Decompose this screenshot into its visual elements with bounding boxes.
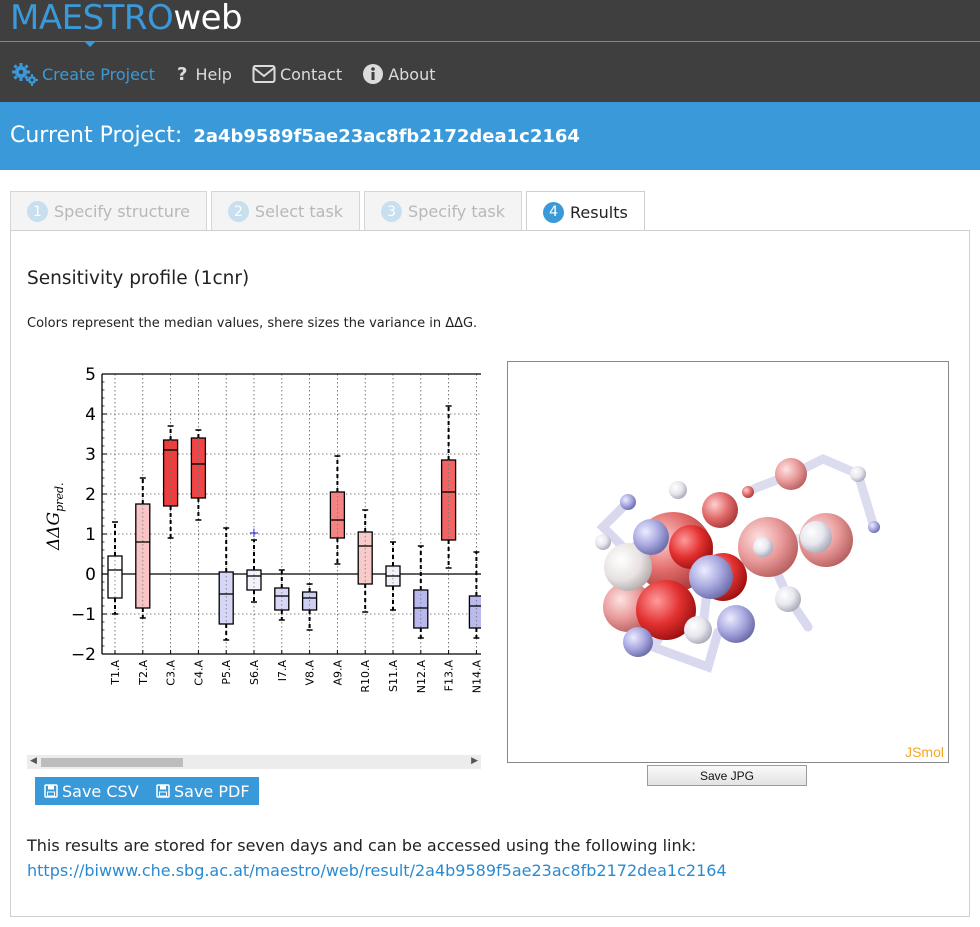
molecule-render (595, 454, 880, 673)
jsmol-label: JSmol (905, 744, 944, 760)
x-tick-label: C4.A (192, 660, 205, 686)
nav-label-help: Help (195, 64, 232, 84)
project-title-label: Current Project: (10, 123, 183, 148)
tab-label: Specify task (408, 202, 506, 221)
x-tick-label: T1.A (109, 660, 122, 686)
brand-caret (84, 41, 96, 47)
save-csv-label: Save CSV (62, 781, 139, 801)
nav-about[interactable]: About (362, 57, 436, 91)
tab-specify-structure[interactable]: 1 Specify structure (10, 191, 207, 231)
save-csv-button[interactable]: Save CSV (35, 777, 148, 805)
save-jpg-button[interactable]: Save JPG (647, 765, 807, 786)
info-icon (362, 63, 384, 85)
brand-logo[interactable]: MAESTROweb (10, 0, 243, 38)
tab-number: 4 (543, 201, 565, 223)
brand-divider (0, 41, 980, 42)
x-tick-label: I7.A (276, 660, 289, 682)
nav-label-about: About (388, 64, 436, 84)
x-tick-label: T2.A (137, 660, 150, 686)
project-title: Current Project: 2a4b9589f5ae23ac8fb2172… (10, 123, 580, 148)
tab-number: 2 (227, 201, 249, 222)
main-nav: Create Project ? Help Contact About (0, 56, 444, 92)
scroll-left-icon[interactable]: ◀ (30, 756, 37, 766)
project-bar: Current Project: 2a4b9589f5ae23ac8fb2172… (0, 102, 980, 170)
y-tick-label: −2 (71, 645, 96, 665)
x-tick-label: V8.A (304, 660, 317, 686)
tab-results[interactable]: 4 Results (526, 191, 645, 232)
brand-part2: web (173, 0, 243, 38)
nav-label-create-project: Create Project (42, 64, 155, 84)
result-link[interactable]: https://biwww.che.sbg.ac.at/maestro/web/… (27, 861, 727, 880)
tab-number: 3 (381, 201, 403, 222)
scroll-right-icon[interactable]: ▶ (471, 756, 478, 766)
plot-horizontal-scrollbar[interactable]: ◀ ▶ (27, 755, 481, 769)
y-tick-label: −1 (71, 605, 96, 625)
floppy-disk-icon (156, 784, 170, 798)
wizard-tabs: 1 Specify structure 2 Select task 3 Spec… (10, 191, 649, 232)
y-tick-label: 4 (85, 405, 96, 425)
x-tick-label: R10.A (359, 660, 372, 693)
box-rect (329, 491, 346, 539)
save-pdf-button[interactable]: Save PDF (147, 777, 259, 805)
nav-contact[interactable]: Contact (252, 57, 342, 91)
box-rect (274, 587, 290, 611)
tab-number: 1 (27, 201, 48, 222)
save-pdf-label: Save PDF (174, 781, 250, 801)
y-tick-label: 0 (85, 565, 96, 585)
x-tick-label: P5.A (220, 660, 233, 685)
gears-icon (12, 62, 38, 86)
sensitivity-plot[interactable]: −2 −1 0 1 2 3 4 5 ΔΔGpred. T1.A T2.A C3.A C4.A P5.A + S… (27, 360, 481, 754)
y-tick-label: 3 (85, 445, 96, 465)
results-title: Sensitivity profile (1cnr) (27, 268, 250, 289)
x-tick-label: S11.A (387, 660, 400, 692)
results-description: Colors represent the median values, sher… (27, 316, 478, 331)
storage-note: This results are stored for seven days a… (27, 836, 697, 855)
tab-specify-task[interactable]: 3 Specify task (364, 191, 523, 231)
x-tick-label: N12.A (415, 660, 428, 694)
tab-label: Select task (254, 202, 344, 221)
y-axis-label: ΔΔGpred. (44, 483, 66, 552)
x-tick-label: N14.A (470, 660, 481, 694)
floppy-disk-icon (44, 784, 58, 798)
tab-label: Results (570, 202, 628, 222)
question-icon: ? (177, 63, 188, 85)
scroll-thumb[interactable] (41, 758, 183, 767)
y-tick-label: 5 (85, 365, 96, 385)
nav-create-project[interactable]: Create Project (12, 57, 155, 91)
y-tick-label: 1 (85, 525, 96, 545)
jsmol-viewer[interactable]: JSmol (507, 361, 949, 763)
nav-help[interactable]: ? Help (175, 57, 232, 91)
x-tick-label: C3.A (165, 660, 178, 686)
top-navbar: MAESTROweb (0, 0, 980, 102)
box-rect (468, 595, 481, 629)
y-tick-label: 2 (85, 485, 96, 505)
box-outlier: + (249, 526, 260, 541)
envelope-icon (252, 64, 276, 84)
x-tick-label: A9.A (331, 660, 344, 686)
x-tick-label: S6.A (248, 660, 261, 685)
x-tick-label: F13.A (443, 660, 456, 692)
project-id: 2a4b9589f5ae23ac8fb2172dea1c2164 (193, 126, 580, 147)
tab-select-task[interactable]: 2 Select task (210, 191, 361, 231)
nav-label-contact: Contact (279, 64, 343, 84)
brand-part1: MAESTRO (10, 0, 174, 38)
tab-label: Specify structure (54, 202, 190, 221)
